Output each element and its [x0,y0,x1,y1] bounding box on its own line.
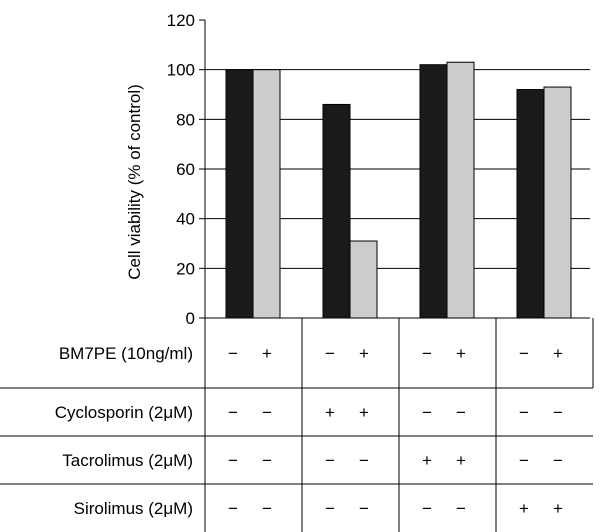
treatment-sign: + [553,344,563,363]
treatment-sign: − [228,403,238,422]
treatment-sign: + [456,451,466,470]
treatment-sign: − [262,403,272,422]
y-tick-label: 120 [167,11,195,30]
bar [419,64,448,319]
treatment-sign: − [262,451,272,470]
y-tick-label: 60 [176,160,195,179]
treatment-sign: − [325,344,335,363]
y-axis: 0 20 40 60 80 100 120 [167,11,206,328]
row-label: Sirolimus (2μM) [74,499,193,518]
treatment-sign: − [553,403,563,422]
treatment-sign: − [422,344,432,363]
treatment-sign: − [359,451,369,470]
treatment-sign: + [519,499,529,518]
bar [543,86,572,319]
bar [322,103,351,319]
treatment-sign: − [519,403,529,422]
y-tick-label: 20 [176,259,195,278]
treatment-sign: − [422,403,432,422]
bar [446,61,475,319]
treatment-sign: − [325,499,335,518]
row-label: Tacrolimus (2μM) [62,451,193,470]
treatment-sign: + [422,451,432,470]
treatment-sign: − [422,499,432,518]
bar [252,69,281,319]
bar [349,240,378,319]
y-tick-label: 40 [176,210,195,229]
y-axis-label: Cell viability (% of control) [125,84,144,280]
treatment-sign: − [262,499,272,518]
treatment-sign: + [359,403,369,422]
treatment-sign: − [456,403,466,422]
treatment-sign: − [325,451,335,470]
y-tick-label: 0 [186,309,195,328]
treatment-table: BM7PE (10ng/ml) − + − + − + − + Cyclosporin (2μM)… [0,317,594,532]
treatment-sign: − [228,499,238,518]
treatment-sign: + [325,403,335,422]
treatment-sign: − [519,451,529,470]
treatment-sign: − [228,451,238,470]
y-tick-label: 80 [176,110,195,129]
bar [225,69,254,319]
row-label: BM7PE (10ng/ml) [59,344,193,363]
treatment-sign: − [228,344,238,363]
treatment-sign: − [456,499,466,518]
treatment-sign: + [262,344,272,363]
treatment-sign: − [359,499,369,518]
treatment-sign: + [359,344,369,363]
treatment-sign: + [553,499,563,518]
treatment-sign: − [553,451,563,470]
treatment-sign: + [456,344,466,363]
treatment-sign: − [519,344,529,363]
y-tick-label: 100 [167,61,195,80]
row-label: Cyclosporin (2μM) [55,403,193,422]
bars [225,61,572,319]
bar [516,89,545,319]
